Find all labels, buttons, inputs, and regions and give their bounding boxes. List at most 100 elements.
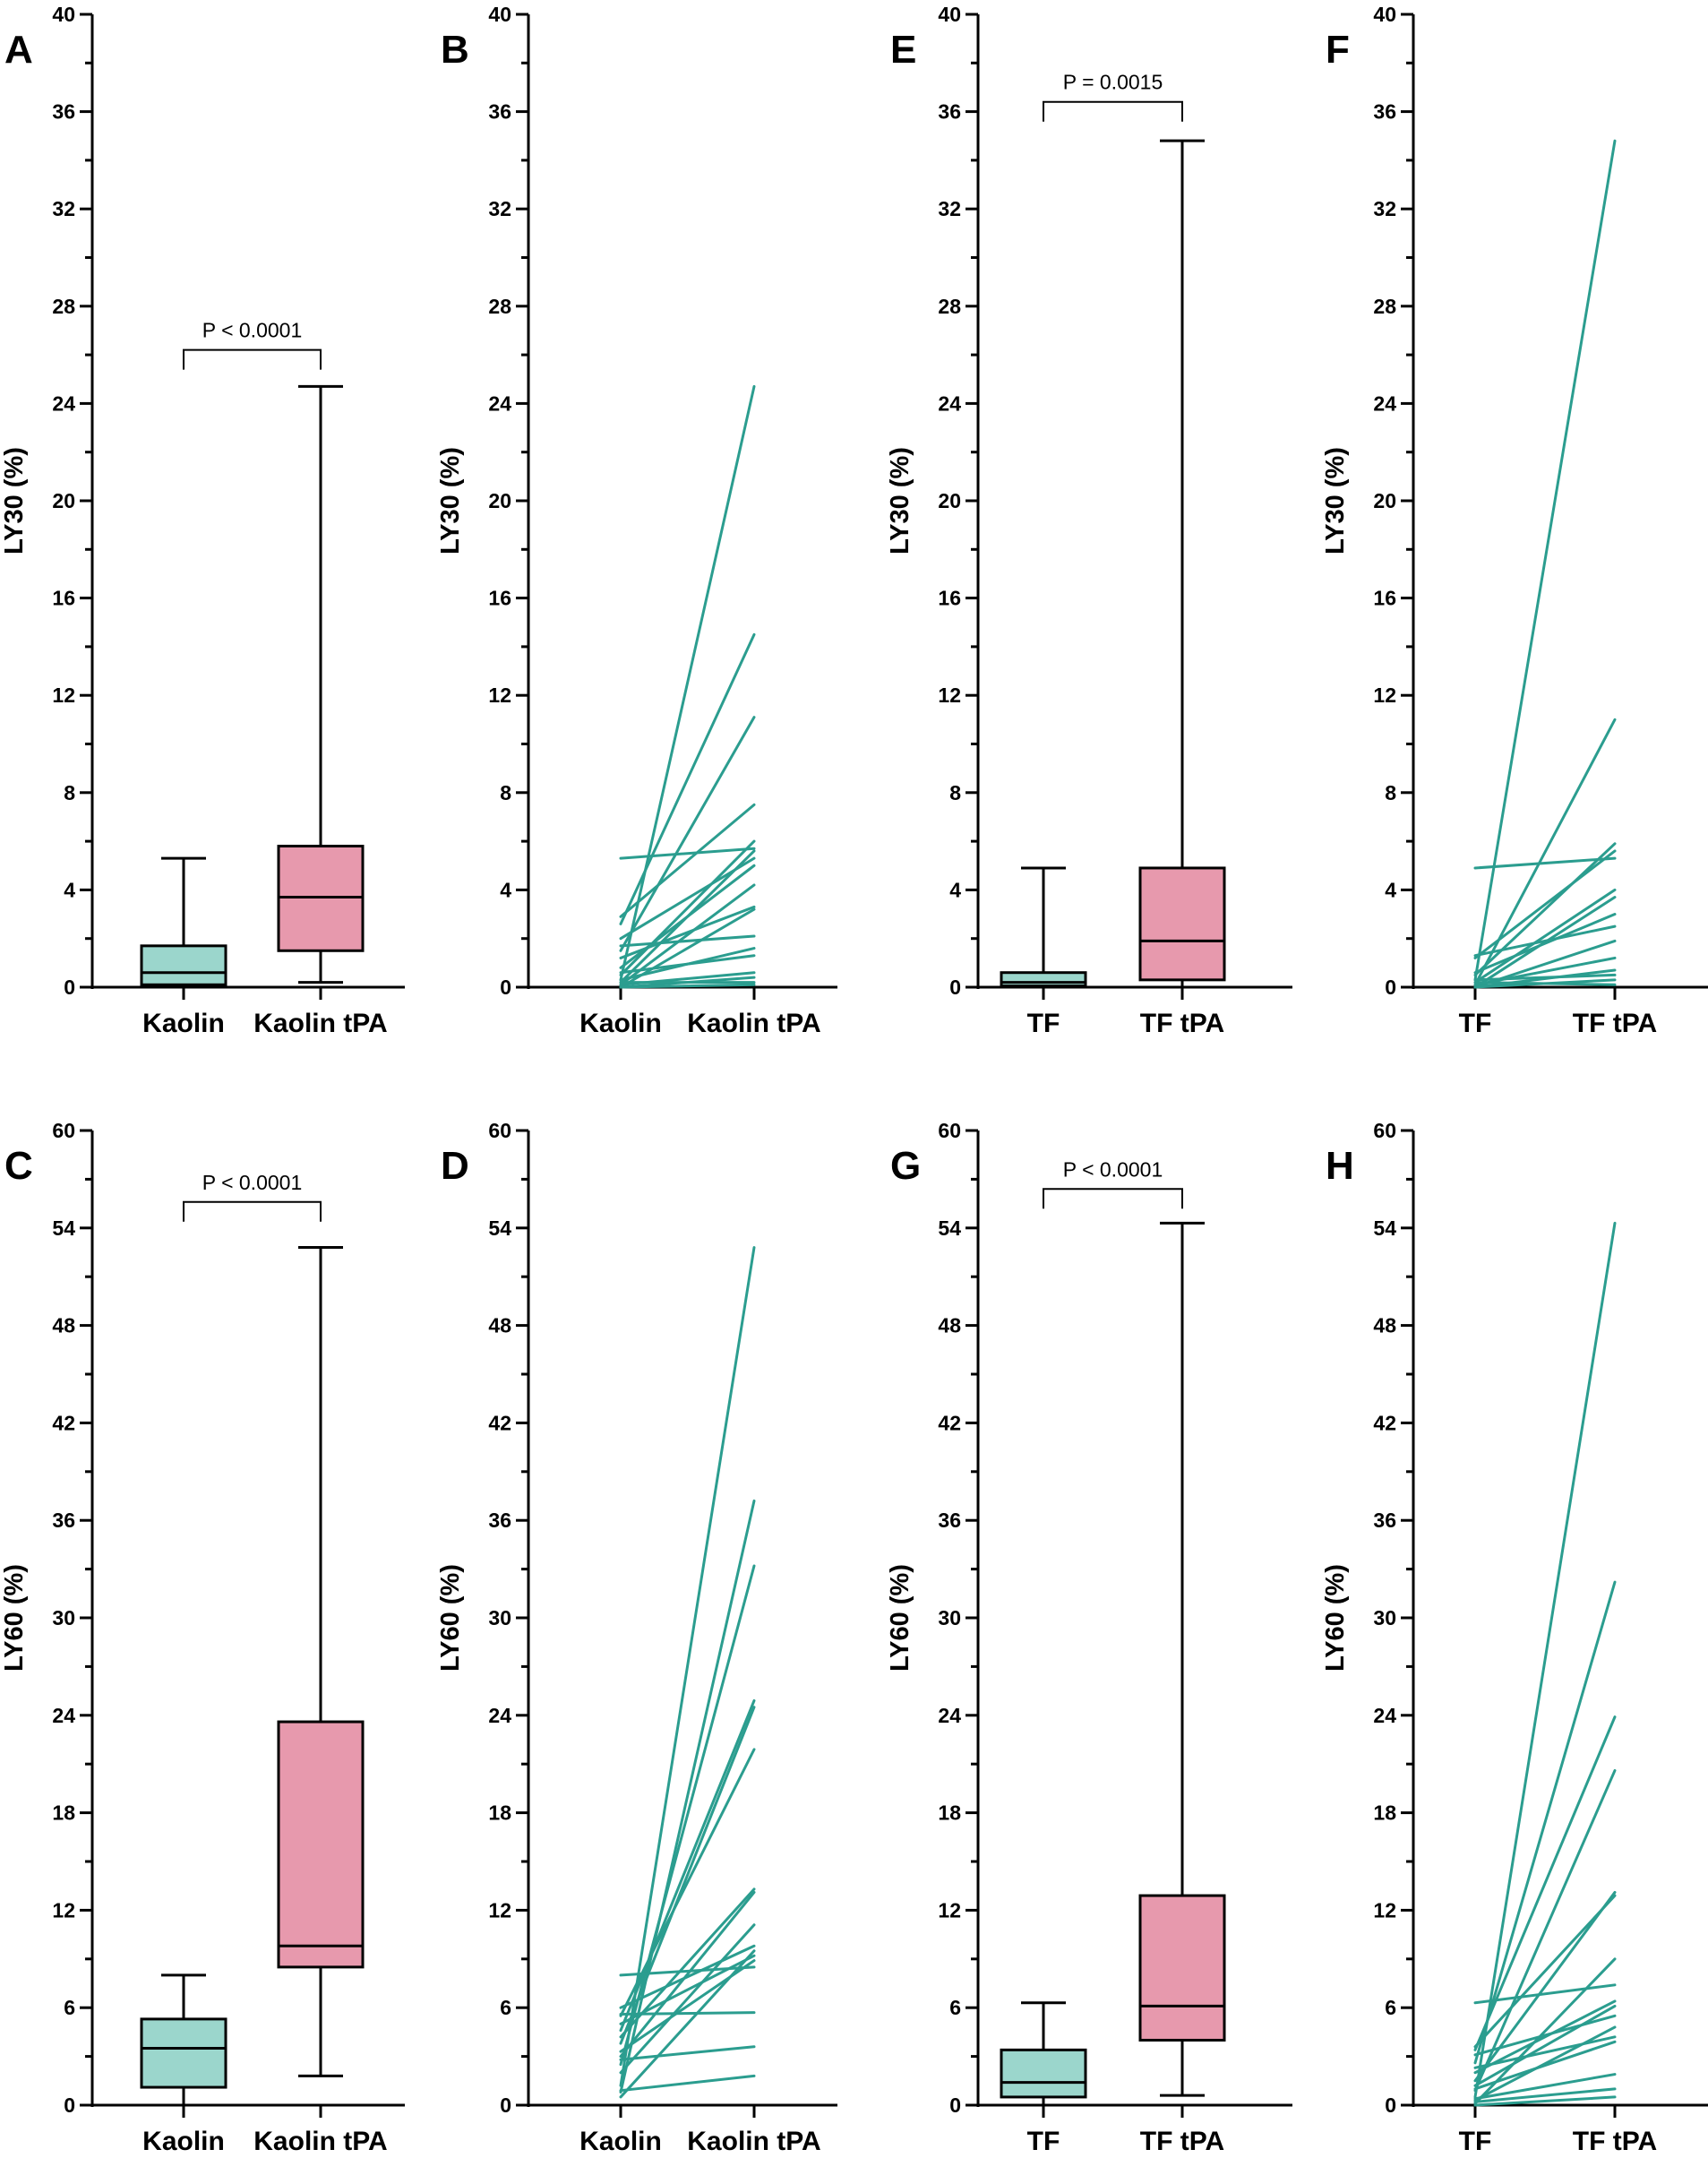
x-tick-label: Kaolin bbox=[142, 1009, 225, 1038]
paired-line bbox=[619, 2045, 756, 2061]
box-control bbox=[1000, 866, 1087, 989]
p-value-label: P < 0.0001 bbox=[1063, 1157, 1163, 1181]
paired-line bbox=[619, 1890, 756, 2059]
p-value-label: P < 0.0001 bbox=[202, 319, 303, 342]
paired-line bbox=[619, 934, 756, 948]
y-tick-label: 48 bbox=[488, 1314, 511, 1337]
y-tick-label: 12 bbox=[488, 684, 511, 707]
panel-letter: E bbox=[890, 28, 916, 72]
paired-line bbox=[1473, 888, 1617, 984]
y-tick-label: 30 bbox=[1373, 1606, 1396, 1629]
x-tick-label: TF bbox=[1027, 1009, 1060, 1038]
paired-line bbox=[1473, 1768, 1617, 2093]
y-axis-label: LY30 (%) bbox=[886, 447, 914, 555]
x-tick-label: TF bbox=[1459, 1009, 1492, 1038]
panel-f: F 0 4 8 12 16 20 24 28 32 36 40 LY30 (%) TF TF tPA bbox=[1321, 3, 1708, 1038]
y-tick-label: 42 bbox=[1373, 1411, 1396, 1434]
x-tick-label: Kaolin bbox=[142, 2127, 225, 2156]
y-tick-label: 16 bbox=[488, 587, 511, 610]
y-tick-label: 36 bbox=[938, 1509, 961, 1532]
y-tick-label: 60 bbox=[488, 1119, 511, 1142]
paired-line bbox=[1473, 842, 1617, 976]
y-tick-label: 24 bbox=[52, 391, 75, 415]
y-axis-label: LY30 (%) bbox=[0, 447, 29, 555]
y-tick-label: 32 bbox=[52, 197, 75, 220]
paired-line bbox=[1473, 1983, 1617, 2005]
y-tick-label: 6 bbox=[500, 1996, 511, 2019]
paired-line bbox=[619, 954, 756, 975]
paired-line bbox=[1473, 2095, 1617, 2107]
paired-line bbox=[1473, 1999, 1617, 2075]
paired-line bbox=[1473, 1957, 1617, 2105]
paired-line bbox=[619, 1944, 756, 2009]
paired-line bbox=[1473, 1580, 1617, 2065]
y-tick-label: 18 bbox=[1373, 1801, 1396, 1825]
paired-line bbox=[619, 1748, 756, 2017]
y-tick-label: 0 bbox=[1385, 2094, 1396, 2117]
p-value-label: P < 0.0001 bbox=[202, 1171, 303, 1194]
paired-line bbox=[619, 1499, 756, 2094]
y-tick-label: 20 bbox=[52, 489, 75, 512]
y-tick-label: 24 bbox=[938, 391, 961, 415]
y-tick-label: 30 bbox=[52, 1606, 75, 1629]
y-tick-label: 30 bbox=[938, 1606, 961, 1629]
paired-line bbox=[619, 1965, 756, 1977]
y-tick-label: 0 bbox=[949, 976, 961, 999]
panel-d: D 0 6 12 18 24 30 36 42 48 54 60 LY60 (%) Kaolin Kaoli… bbox=[436, 1119, 837, 2156]
paired-line bbox=[619, 839, 756, 976]
paired-line bbox=[1473, 981, 1617, 986]
y-tick-label: 12 bbox=[1373, 1898, 1396, 1922]
y-tick-label: 48 bbox=[938, 1314, 961, 1337]
paired-line bbox=[619, 1923, 756, 2075]
x-tick-label: TF tPA bbox=[1573, 2127, 1657, 2156]
y-tick-label: 32 bbox=[938, 197, 961, 220]
paired-line bbox=[619, 632, 756, 925]
paired-line bbox=[619, 1959, 756, 2053]
x-tick-label: TF bbox=[1027, 2127, 1060, 2156]
y-axis-label: LY60 (%) bbox=[436, 1564, 465, 1672]
y-tick-label: 40 bbox=[52, 3, 75, 26]
significance-bracket bbox=[183, 348, 322, 370]
x-tick-label: TF tPA bbox=[1140, 1009, 1224, 1038]
y-tick-label: 12 bbox=[52, 1898, 75, 1922]
paired-line bbox=[1473, 2035, 1617, 2069]
y-tick-label: 0 bbox=[64, 2094, 75, 2117]
y-tick-label: 24 bbox=[488, 391, 511, 415]
panel-b: B 0 4 8 12 16 20 24 28 32 36 40 LY30 (%) Kaolin Kaolin… bbox=[436, 3, 837, 1038]
y-tick-label: 0 bbox=[500, 976, 511, 999]
y-tick-label: 36 bbox=[1373, 1509, 1396, 1532]
y-tick-label: 4 bbox=[64, 878, 75, 901]
paired-line bbox=[619, 803, 756, 918]
y-tick-label: 32 bbox=[488, 197, 511, 220]
paired-line bbox=[1473, 2014, 1617, 2057]
box-iqr bbox=[140, 944, 227, 986]
y-tick-label: 20 bbox=[488, 489, 511, 512]
paired-line bbox=[619, 856, 756, 941]
box-control bbox=[1000, 2001, 1087, 2107]
y-tick-label: 18 bbox=[52, 1801, 75, 1825]
significance-bracket bbox=[183, 1200, 322, 1222]
panel-letter: D bbox=[441, 1144, 469, 1188]
x-tick-label: Kaolin bbox=[579, 2127, 662, 2156]
box-tpa bbox=[1138, 1221, 1226, 2097]
box-iqr bbox=[140, 2017, 227, 2089]
y-tick-label: 6 bbox=[949, 1996, 961, 2019]
y-tick-label: 36 bbox=[488, 1509, 511, 1532]
panel-letter: A bbox=[4, 28, 33, 72]
y-axis-label: LY30 (%) bbox=[1321, 447, 1350, 555]
paired-line bbox=[1473, 973, 1617, 982]
paired-line bbox=[1473, 2040, 1617, 2091]
paired-line bbox=[1473, 913, 1617, 975]
box-iqr bbox=[1138, 1894, 1226, 2042]
y-tick-label: 24 bbox=[488, 1704, 511, 1727]
panel-c: C 0 6 12 18 24 30 36 42 48 54 60 LY60 (%) Kaolin Kaoli… bbox=[0, 1119, 405, 2156]
x-tick-label: Kaolin tPA bbox=[687, 2127, 820, 2156]
y-tick-label: 8 bbox=[64, 781, 75, 804]
panel-g: G 0 6 12 18 24 30 36 42 48 54 60 LY60 (%) TF TF tPA P <… bbox=[886, 1119, 1292, 2156]
y-tick-label: 8 bbox=[500, 781, 511, 804]
panel-a: A 0 4 8 12 16 20 24 28 32 36 40 LY30 (%) Kaolin Kaolin… bbox=[0, 3, 405, 1038]
y-axis-label: LY60 (%) bbox=[886, 1564, 914, 1672]
y-tick-label: 48 bbox=[1373, 1314, 1396, 1337]
y-tick-label: 54 bbox=[938, 1217, 961, 1240]
